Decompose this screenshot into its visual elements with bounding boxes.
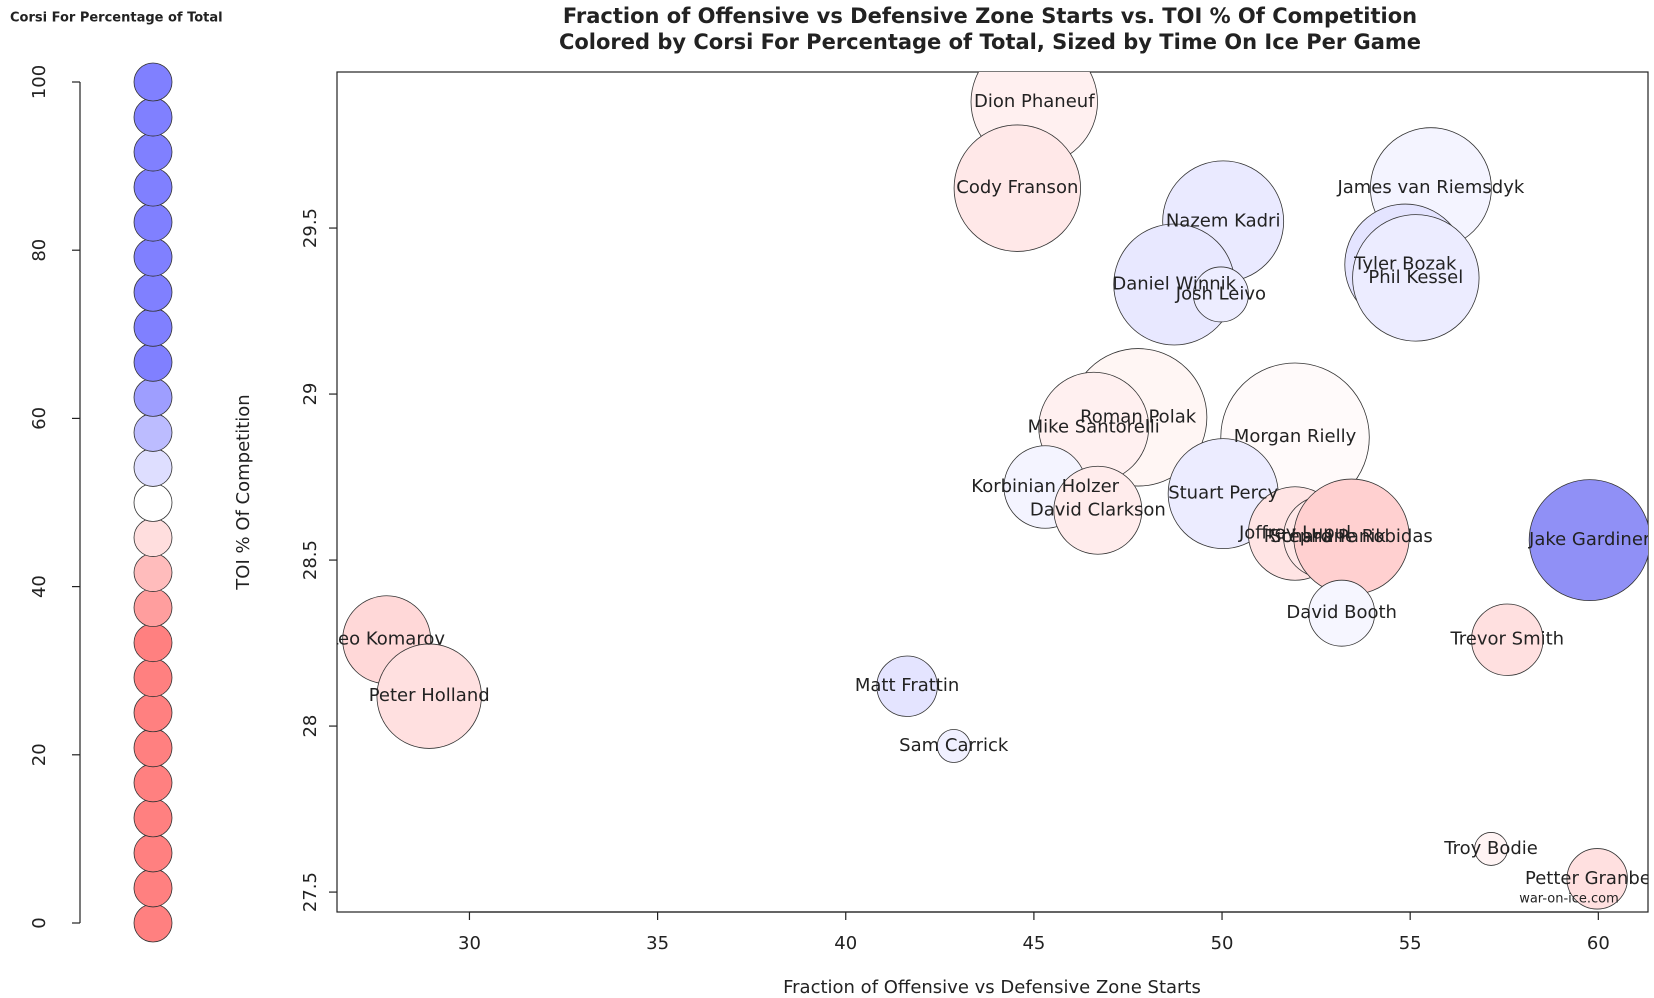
legend-tick-label: 80 [29,239,50,262]
legend-tick-label: 20 [29,743,50,766]
bubble-label: Richard Panik [1264,526,1387,547]
chart-subtitle: Colored by Corsi For Percentage of Total… [559,30,1421,54]
watermark: war-on-ice.com [1519,892,1619,907]
legend-swatch [133,62,173,102]
bubble [1471,603,1544,676]
bubble-label: Petter Granberg [1525,868,1654,889]
bubble-label: James van Riemsdyk [1336,177,1524,198]
x-tick-label: 55 [1399,933,1422,954]
bubble-label: Stephane Robidas [1270,526,1433,547]
legend-swatch [133,483,173,522]
legend-swatch [133,518,173,557]
bubble [1474,832,1508,866]
bubble-label: Sam Carrick [899,735,1009,756]
legend-swatch [133,272,173,312]
legend-swatch [133,588,173,628]
chart-title: Fraction of Offensive vs Defensive Zone … [563,4,1417,28]
legend-swatch [133,658,173,698]
x-tick-label: 60 [1587,933,1610,954]
y-tick-label: 28 [300,715,321,738]
x-tick-label: 50 [1211,933,1234,954]
legend-tick-label: 40 [29,575,50,598]
y-axis-label: TOI % Of Competition [233,394,254,590]
legend-swatch [133,237,173,277]
legend-swatch [133,202,173,242]
bubble-label: Phil Kessel [1368,267,1463,288]
x-tick-label: 40 [834,933,857,954]
legend-tick-label: 0 [29,917,50,928]
legend-tick-label: 100 [29,65,50,99]
legend-swatch [133,763,173,803]
y-tick-label: 29.5 [300,208,321,248]
bubble [1193,266,1249,323]
legend-swatch [133,833,173,873]
bubble-label: Stuart Percy [1168,483,1278,504]
bubble-label: Leo Komarov [328,629,445,650]
legend-tick-label: 60 [29,407,50,430]
x-tick-label: 45 [1022,933,1045,954]
bubble-label: David Clarkson [1030,499,1166,520]
bubble-label: Josh Leivo [1175,283,1266,304]
legend-swatch [133,728,173,768]
legend-swatch [133,132,173,172]
bubble-label: Cody Franson [956,177,1078,198]
y-tick-label: 27.5 [300,872,321,912]
legend-swatch [133,868,173,908]
bubble [876,655,938,717]
legend-swatch [133,342,173,382]
legend-title-group: Corsi For Percentage of Total [10,11,223,26]
bubble [376,643,482,749]
bubble-label: Tyler Bozak [1353,254,1457,275]
bubble-label: Peter Holland [369,685,490,706]
legend-swatch [133,798,173,838]
bubble [1053,465,1143,555]
x-tick-label: 30 [458,933,481,954]
bubble-label: David Booth [1286,602,1397,623]
bubble-label: Jake Gardiner [1528,529,1651,550]
bubble [936,729,971,763]
bubble [1308,579,1376,647]
bubble-label: Daniel Winnik [1112,273,1236,294]
bubble-label: Korbinian Holzer [971,476,1119,497]
bubble [1352,214,1480,342]
legend-swatch [133,903,173,943]
bubble [1528,479,1648,602]
bubble [1566,848,1628,910]
legend-swatch [133,448,173,487]
bubble-label: Roman Polak [1080,406,1197,427]
bubble-label: Dion Phaneuf [974,91,1095,112]
bubble-label: Joffrey Lupul [1238,523,1351,544]
legend-swatch [133,693,173,733]
bubble-label: Mike Santorelli [1028,416,1160,437]
bubble-label: Morgan Rielly [1234,426,1357,447]
x-tick-label: 35 [646,933,669,954]
legend-swatch [133,413,173,452]
legend-swatch [133,377,173,417]
bubble [953,124,1081,252]
legend-swatch [133,623,173,663]
y-tick-label: 28.5 [300,540,321,580]
y-tick-label: 29 [300,383,321,406]
legend-title: Corsi For Percentage of Total [10,11,223,26]
legend-swatch [133,553,173,592]
legend-swatch [133,167,173,207]
legend-swatch [133,307,173,347]
bubble-label: Trevor Smith [1449,629,1564,650]
plot-area: Dion Phaneuf Cody Franson Nazem Kadri James… [328,72,1654,910]
x-axis-label: Fraction of Offensive vs Defensive Zone … [783,977,1201,998]
bubble-label: Troy Bodie [1443,838,1538,859]
bubble-label: Nazem Kadri [1166,210,1281,231]
legend-swatch [133,97,173,137]
bubble-label: Matt Frattin [855,675,959,696]
